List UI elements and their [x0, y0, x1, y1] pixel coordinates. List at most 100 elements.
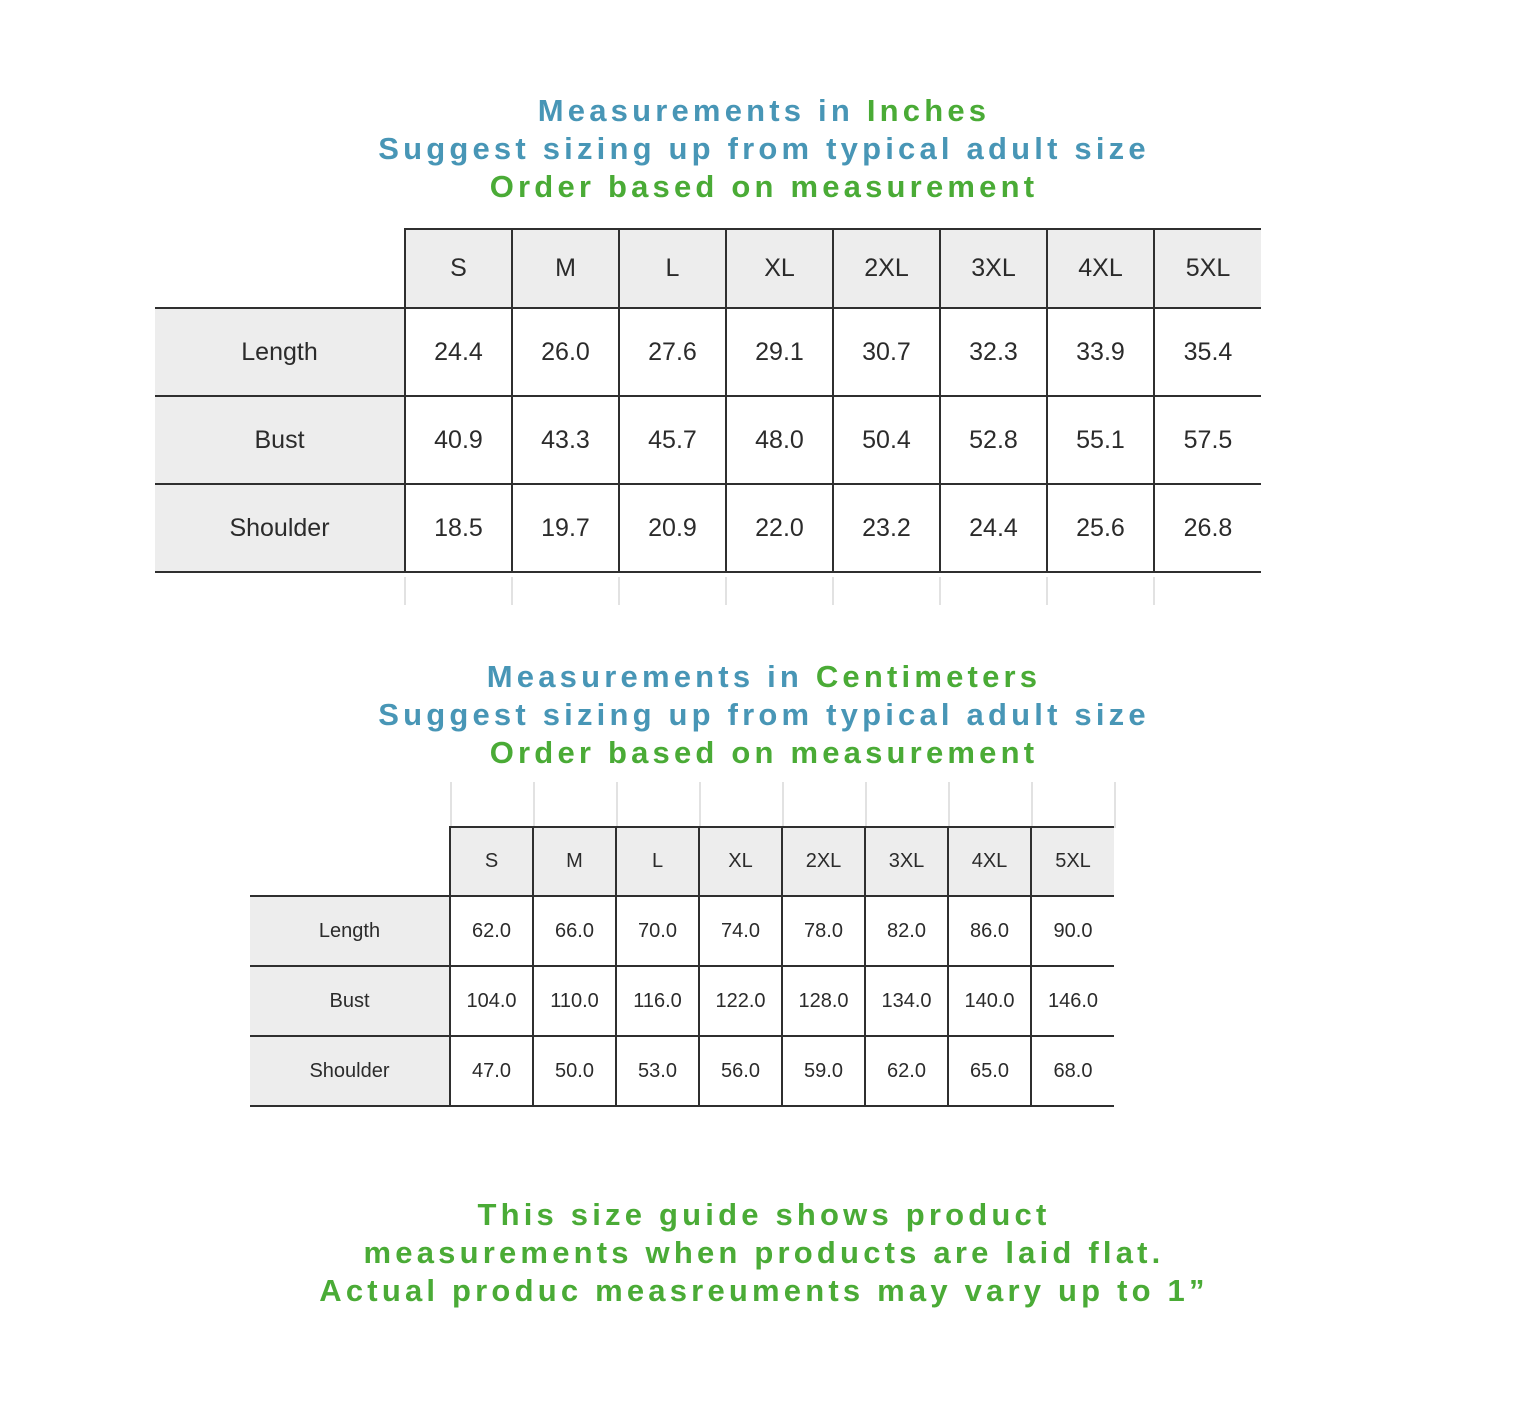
- inches-corner-cell: [155, 229, 406, 309]
- cm-col-header-5xl: 5XL: [1030, 826, 1114, 897]
- inches-col-header-l: L: [618, 228, 727, 309]
- table-row: Shoulder 47.0 50.0 53.0 56.0 59.0 62.0 6…: [250, 1035, 1114, 1107]
- table-cell: 20.9: [618, 483, 727, 573]
- table-cell: 27.6: [618, 307, 727, 397]
- table-row: Length 62.0 66.0 70.0 74.0 78.0 82.0 86.…: [250, 895, 1114, 967]
- table-cell: 32.3: [939, 307, 1048, 397]
- table-cell: 19.7: [511, 483, 620, 573]
- table-cell: 50.0: [532, 1035, 617, 1107]
- table-cell: 86.0: [947, 895, 1032, 967]
- inches-table-header: S M L XL 2XL 3XL 4XL 5XL: [155, 228, 1261, 309]
- table-cell: 70.0: [615, 895, 700, 967]
- inches-title-line: Measurements in Inches: [0, 92, 1528, 130]
- ghost-tick: [1046, 577, 1048, 605]
- footer-line-1: This size guide shows product: [477, 1197, 1051, 1232]
- table-row: Shoulder 18.5 19.7 20.9 22.0 23.2 24.4 2…: [155, 483, 1261, 573]
- inches-col-header-3xl: 3XL: [939, 228, 1048, 309]
- inches-heading-block: Measurements in Inches Suggest sizing up…: [0, 92, 1528, 205]
- inches-order-line: Order based on measurement: [489, 168, 1039, 204]
- cm-table-body: Length 62.0 66.0 70.0 74.0 78.0 82.0 86.…: [250, 895, 1114, 1107]
- inches-title-unit: Inches: [866, 93, 991, 128]
- table-header-row: S M L XL 2XL 3XL 4XL 5XL: [155, 228, 1261, 309]
- table-cell: 47.0: [449, 1035, 534, 1107]
- centimeters-size-table: S M L XL 2XL 3XL 4XL 5XL Length 62.0 66.…: [250, 826, 1114, 1107]
- table-cell: 74.0: [698, 895, 783, 967]
- table-cell: 90.0: [1030, 895, 1114, 967]
- ghost-tick: [1114, 782, 1116, 828]
- cm-col-header-xl: XL: [698, 826, 783, 897]
- table-cell: 65.0: [947, 1035, 1032, 1107]
- ghost-tick: [939, 577, 941, 605]
- inches-row-label-length: Length: [155, 307, 406, 397]
- footer-note-block: This size guide shows product measuremen…: [0, 1196, 1528, 1309]
- table-row: Bust 104.0 110.0 116.0 122.0 128.0 134.0…: [250, 965, 1114, 1037]
- ghost-tick: [948, 782, 950, 828]
- table-cell: 55.1: [1046, 395, 1155, 485]
- table-cell: 110.0: [532, 965, 617, 1037]
- table-cell: 48.0: [725, 395, 834, 485]
- table-cell: 52.8: [939, 395, 1048, 485]
- ghost-tick: [1031, 782, 1033, 828]
- table-header-row: S M L XL 2XL 3XL 4XL 5XL: [250, 826, 1114, 897]
- ghost-tick: [1153, 577, 1155, 605]
- inches-col-header-4xl: 4XL: [1046, 228, 1155, 309]
- ghost-tick: [511, 577, 513, 605]
- cm-row-label-length: Length: [250, 895, 451, 967]
- table-cell: 146.0: [1030, 965, 1114, 1037]
- ghost-tick: [725, 577, 727, 605]
- cm-col-header-4xl: 4XL: [947, 826, 1032, 897]
- inches-row-label-shoulder: Shoulder: [155, 483, 406, 573]
- table-cell: 116.0: [615, 965, 700, 1037]
- table-cell: 68.0: [1030, 1035, 1114, 1107]
- ghost-tick: [618, 577, 620, 605]
- table-cell: 29.1: [725, 307, 834, 397]
- inches-col-header-s: S: [404, 228, 513, 309]
- table-cell: 24.4: [404, 307, 513, 397]
- cm-table-header: S M L XL 2XL 3XL 4XL 5XL: [250, 826, 1114, 897]
- cm-col-header-m: M: [532, 826, 617, 897]
- table-cell: 53.0: [615, 1035, 700, 1107]
- ghost-tick: [616, 782, 618, 828]
- cm-col-header-3xl: 3XL: [864, 826, 949, 897]
- table-cell: 134.0: [864, 965, 949, 1037]
- cm-row-label-bust: Bust: [250, 965, 451, 1037]
- table-cell: 59.0: [781, 1035, 866, 1107]
- inches-size-table: S M L XL 2XL 3XL 4XL 5XL Length 24.4 26.…: [155, 228, 1261, 573]
- table-cell: 26.0: [511, 307, 620, 397]
- footer-line-2: measurements when products are laid flat…: [363, 1234, 1165, 1270]
- table-cell: 33.9: [1046, 307, 1155, 397]
- table-cell: 66.0: [532, 895, 617, 967]
- table-cell: 25.6: [1046, 483, 1155, 573]
- inches-table-ghost-lines: [155, 577, 1238, 605]
- table-cell: 57.5: [1153, 395, 1261, 485]
- cm-col-header-2xl: 2XL: [781, 826, 866, 897]
- centimeters-heading-block: Measurements in Centimeters Suggest sizi…: [0, 658, 1528, 771]
- inches-col-header-5xl: 5XL: [1153, 228, 1261, 309]
- table-row: Bust 40.9 43.3 45.7 48.0 50.4 52.8 55.1 …: [155, 395, 1261, 485]
- inches-col-header-xl: XL: [725, 228, 834, 309]
- cm-col-header-l: L: [615, 826, 700, 897]
- ghost-tick: [782, 782, 784, 828]
- cm-corner-cell: [250, 827, 451, 897]
- cm-row-label-shoulder: Shoulder: [250, 1035, 451, 1107]
- ghost-tick: [533, 782, 535, 828]
- table-cell: 140.0: [947, 965, 1032, 1037]
- ghost-tick: [865, 782, 867, 828]
- table-cell: 50.4: [832, 395, 941, 485]
- cm-subtitle-line: Suggest sizing up from typical adult siz…: [378, 696, 1150, 732]
- table-cell: 128.0: [781, 965, 866, 1037]
- table-row: Length 24.4 26.0 27.6 29.1 30.7 32.3 33.…: [155, 307, 1261, 397]
- cm-title-line: Measurements in Centimeters: [0, 658, 1528, 696]
- table-cell: 122.0: [698, 965, 783, 1037]
- table-cell: 24.4: [939, 483, 1048, 573]
- table-cell: 78.0: [781, 895, 866, 967]
- cm-order-line: Order based on measurement: [489, 734, 1039, 770]
- inches-table-body: Length 24.4 26.0 27.6 29.1 30.7 32.3 33.…: [155, 307, 1261, 573]
- table-cell: 56.0: [698, 1035, 783, 1107]
- inches-subtitle-line: Suggest sizing up from typical adult siz…: [378, 130, 1150, 166]
- table-cell: 26.8: [1153, 483, 1261, 573]
- cm-title-prefix: Measurements in: [486, 659, 816, 694]
- inches-title-prefix: Measurements in: [537, 93, 867, 128]
- table-cell: 23.2: [832, 483, 941, 573]
- inches-row-label-bust: Bust: [155, 395, 406, 485]
